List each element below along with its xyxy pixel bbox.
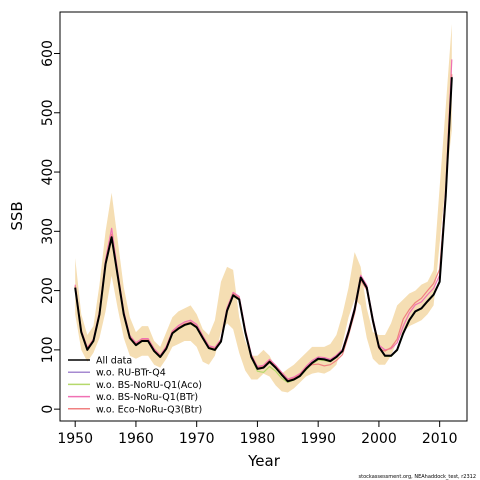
y-tick-label: 300 bbox=[40, 218, 56, 245]
series-layer bbox=[74, 59, 453, 384]
y-tick-label: 0 bbox=[40, 405, 56, 414]
y-tick-label: 200 bbox=[40, 277, 56, 304]
x-tick-label: 1960 bbox=[118, 431, 154, 447]
x-tick-label: 1980 bbox=[240, 431, 276, 447]
y-axis-title: SSB bbox=[8, 201, 26, 230]
x-tick-label: 1970 bbox=[179, 431, 215, 447]
y-tick-label: 100 bbox=[40, 337, 56, 364]
series-line-0 bbox=[74, 77, 453, 383]
plot-frame bbox=[59, 11, 468, 422]
legend-label-2: w.o. BS-NoRU-Q1(Aco) bbox=[96, 380, 202, 391]
legend-label-4: w.o. Eco-NoRu-Q3(Btr) bbox=[96, 404, 202, 415]
x-tick-label: 1990 bbox=[300, 431, 336, 447]
x-axis-title: Year bbox=[247, 452, 281, 470]
credit-text: stockassessment.org, NEAhaddock_test, r2… bbox=[359, 474, 476, 480]
legend-label-0: All data bbox=[96, 356, 132, 367]
legend-label-3: w.o. BS-NoRu-Q1(BTr) bbox=[96, 392, 198, 403]
x-tick-label: 2000 bbox=[361, 431, 397, 447]
y-tick-label: 400 bbox=[40, 159, 56, 186]
x-axis: 1950 1960 1970 1980 1990 2000 2010 bbox=[57, 421, 457, 447]
y-axis: 0 100 200 300 400 500 600 bbox=[40, 40, 60, 414]
x-tick-label: 1950 bbox=[57, 431, 93, 447]
x-tick-label: 2010 bbox=[422, 431, 458, 447]
y-tick-label: 600 bbox=[40, 40, 56, 67]
legend-label-1: w.o. RU-BTr-Q4 bbox=[96, 368, 166, 379]
y-tick-label: 500 bbox=[40, 99, 56, 126]
confidence-band bbox=[75, 23, 452, 393]
confidence-band-layer bbox=[75, 23, 452, 393]
